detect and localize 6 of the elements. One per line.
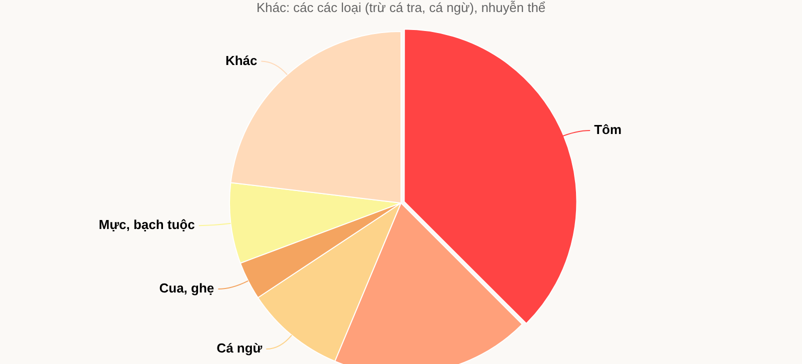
slice-label: Tôm: [594, 122, 622, 138]
slice-label: Cua, ghẹ: [159, 280, 214, 296]
slice-label: Mực, bạch tuộc: [98, 217, 195, 232]
slice-label: Cá ngừ: [216, 340, 263, 356]
chart-subtitle: Khác: các các loại (trừ cá tra, cá ngừ), nhuyễn thể: [255, 0, 547, 15]
slice-label: Khác: [225, 52, 258, 68]
